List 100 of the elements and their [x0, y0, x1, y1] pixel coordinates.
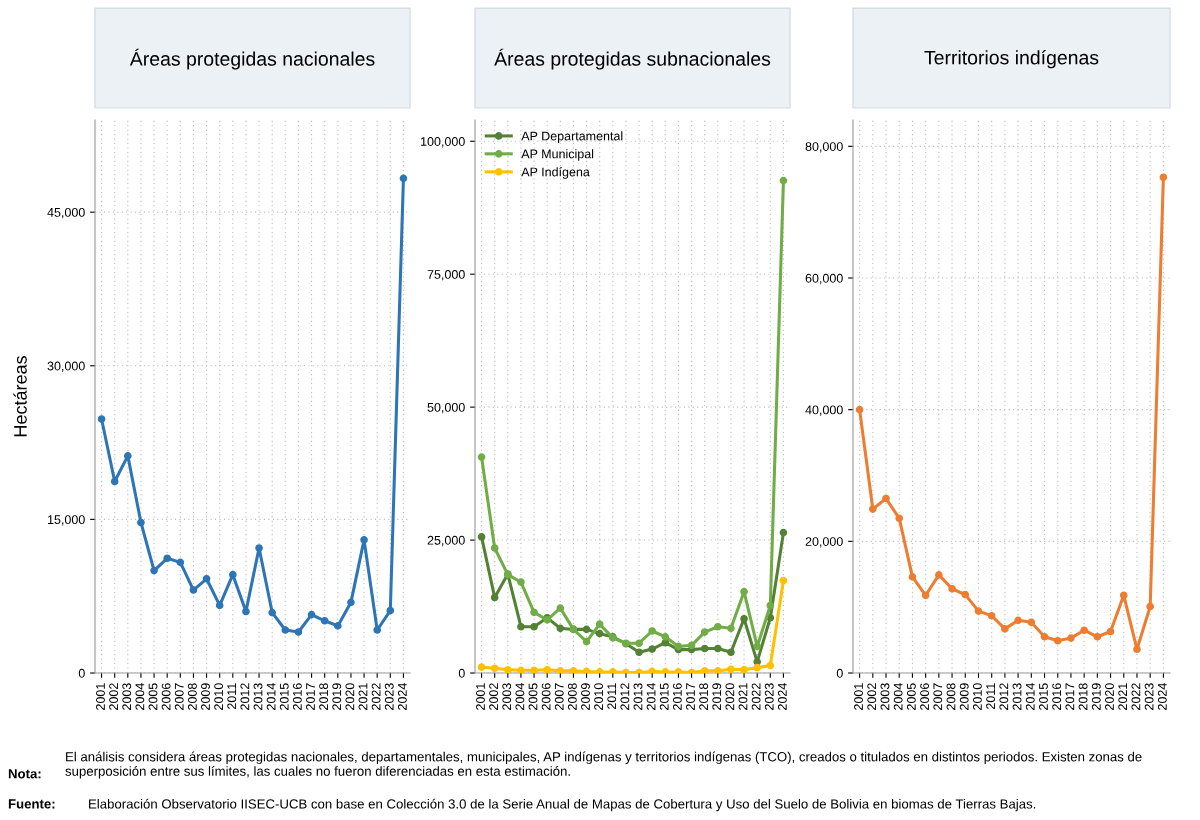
point: [490, 664, 499, 673]
x-tick-label: 2008: [187, 683, 197, 710]
point: [1119, 591, 1128, 600]
point: [477, 453, 486, 461]
x-tick-label: 2001: [96, 683, 105, 710]
x-tick-label: 2023: [764, 683, 774, 710]
x-tick-label: 2022: [371, 683, 381, 710]
point: [517, 666, 525, 673]
x-tick-label: 2006: [161, 683, 171, 710]
point: [110, 477, 119, 486]
point: [713, 622, 722, 631]
point: [961, 590, 970, 599]
point: [320, 616, 329, 625]
x-tick-label: 2023: [1144, 683, 1154, 710]
source-note: Fuente:: [8, 799, 55, 809]
point: [137, 518, 145, 527]
x-tick-label: 2013: [1012, 683, 1022, 710]
x-tick-label: 2005: [906, 683, 916, 710]
x-tick-label: 2013: [633, 683, 643, 710]
point: [386, 606, 395, 615]
x-tick-label: 2001: [476, 683, 485, 710]
x-tick-label: 2024: [1157, 683, 1167, 710]
point: [687, 641, 696, 650]
point: [399, 174, 408, 183]
point: [700, 628, 709, 636]
x-tick-label: 2004: [893, 683, 903, 710]
y-tick-label: 80,000: [805, 142, 843, 153]
point: [948, 584, 956, 593]
point: [740, 614, 748, 623]
point: [490, 593, 499, 602]
x-tick-label: 2014: [1025, 683, 1035, 710]
x-tick-label: 2021: [1118, 683, 1128, 710]
point: [163, 554, 172, 563]
point: [595, 620, 604, 628]
point: [530, 622, 538, 631]
point: [189, 586, 198, 594]
x-tick-label: 2009: [581, 683, 590, 710]
x-tick-label: 2006: [920, 683, 929, 710]
point: [868, 505, 877, 513]
y-tick-label: 0: [78, 668, 85, 678]
point: [530, 608, 538, 617]
x-tick-label: 2015: [659, 683, 669, 710]
x-tick-label: 2009: [201, 683, 210, 710]
point: [766, 661, 775, 670]
x-tick-label: 2002: [109, 683, 119, 710]
y-tick-label: 30,000: [47, 361, 85, 372]
point: [1093, 632, 1102, 641]
point: [556, 604, 565, 612]
x-tick-label: 2020: [1105, 683, 1114, 710]
x-tick-label: 2021: [358, 683, 368, 710]
point: [1133, 645, 1141, 654]
point: [727, 648, 735, 657]
y-tick-label: 75,000: [427, 270, 465, 281]
point: [123, 452, 132, 460]
x-tick-label: 2011: [607, 683, 617, 709]
point: [347, 598, 355, 607]
point: [242, 607, 250, 616]
point: [1106, 627, 1115, 636]
x-tick-label: 2018: [319, 683, 329, 710]
point: [740, 665, 748, 673]
point: [1146, 602, 1155, 611]
point: [727, 624, 735, 633]
y-axis-title: Hectáreas: [13, 356, 27, 437]
point: [987, 611, 996, 620]
x-tick-label: 2019: [712, 683, 722, 710]
x-tick-label: 2019: [1091, 683, 1101, 710]
x-tick-label: 2020: [725, 683, 735, 710]
y-tick-label: 20,000: [805, 537, 843, 548]
point: [935, 571, 943, 579]
point: [1067, 634, 1075, 642]
legend-label: AP Departamental: [521, 131, 623, 143]
point: [713, 644, 722, 653]
point: [477, 663, 486, 671]
chart-title: Territorios indígenas: [924, 49, 1099, 69]
point: [882, 494, 890, 503]
point: [307, 610, 316, 619]
legend-label: AP Municipal: [521, 149, 594, 161]
point: [333, 622, 342, 630]
legend-label: AP Indígena: [521, 167, 590, 179]
y-tick-label: 40,000: [805, 405, 843, 416]
x-tick-label: 2007: [554, 683, 564, 710]
x-tick-label: 2005: [528, 683, 538, 710]
y-tick-label: 100,000: [421, 137, 465, 148]
point: [1014, 616, 1022, 625]
y-tick-label: 15,000: [48, 515, 85, 526]
point: [908, 573, 917, 581]
x-tick-label: 2019: [332, 683, 342, 710]
x-tick-label: 2017: [686, 683, 695, 710]
x-tick-label: 2020: [345, 683, 355, 710]
x-tick-label: 2004: [515, 683, 525, 710]
x-tick-label: 2012: [620, 683, 630, 710]
x-tick-label: 2010: [594, 683, 604, 710]
point: [753, 642, 762, 651]
point: [556, 624, 565, 633]
y-tick-label: 45,000: [47, 207, 85, 219]
x-tick-label: 2015: [1039, 683, 1048, 710]
text: El análisis considera áreas protegidas nacionales, departamentales, municipales, AP indígenas y territorios indígenas (TCO), creados o titulados en distintos periodos. Existen zonas de superposición entre sus límites, las cuales no fueron diferenciadas en esta estimación.: [65, 751, 1142, 779]
chart-title: Áreas protegidas nacionales: [129, 48, 375, 70]
point: [477, 533, 486, 541]
point: [268, 608, 277, 617]
